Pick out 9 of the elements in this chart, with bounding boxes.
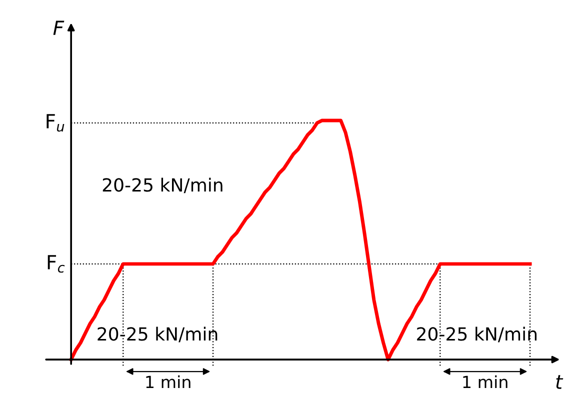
ref-line-label: F$_{u}$ [46,114,64,132]
x-axis-title: t [556,375,564,389]
ref-line-label: F$_{c}$ [48,255,65,273]
text: 1 min [146,375,190,388]
annotation: 20-25 kN/min [102,178,222,194]
annotation: 20-25 kN/min [417,326,537,342]
y-axis-title: F [53,20,64,35]
annotation: 20-25 kN/min [98,326,218,342]
text: 1 min [463,375,508,388]
